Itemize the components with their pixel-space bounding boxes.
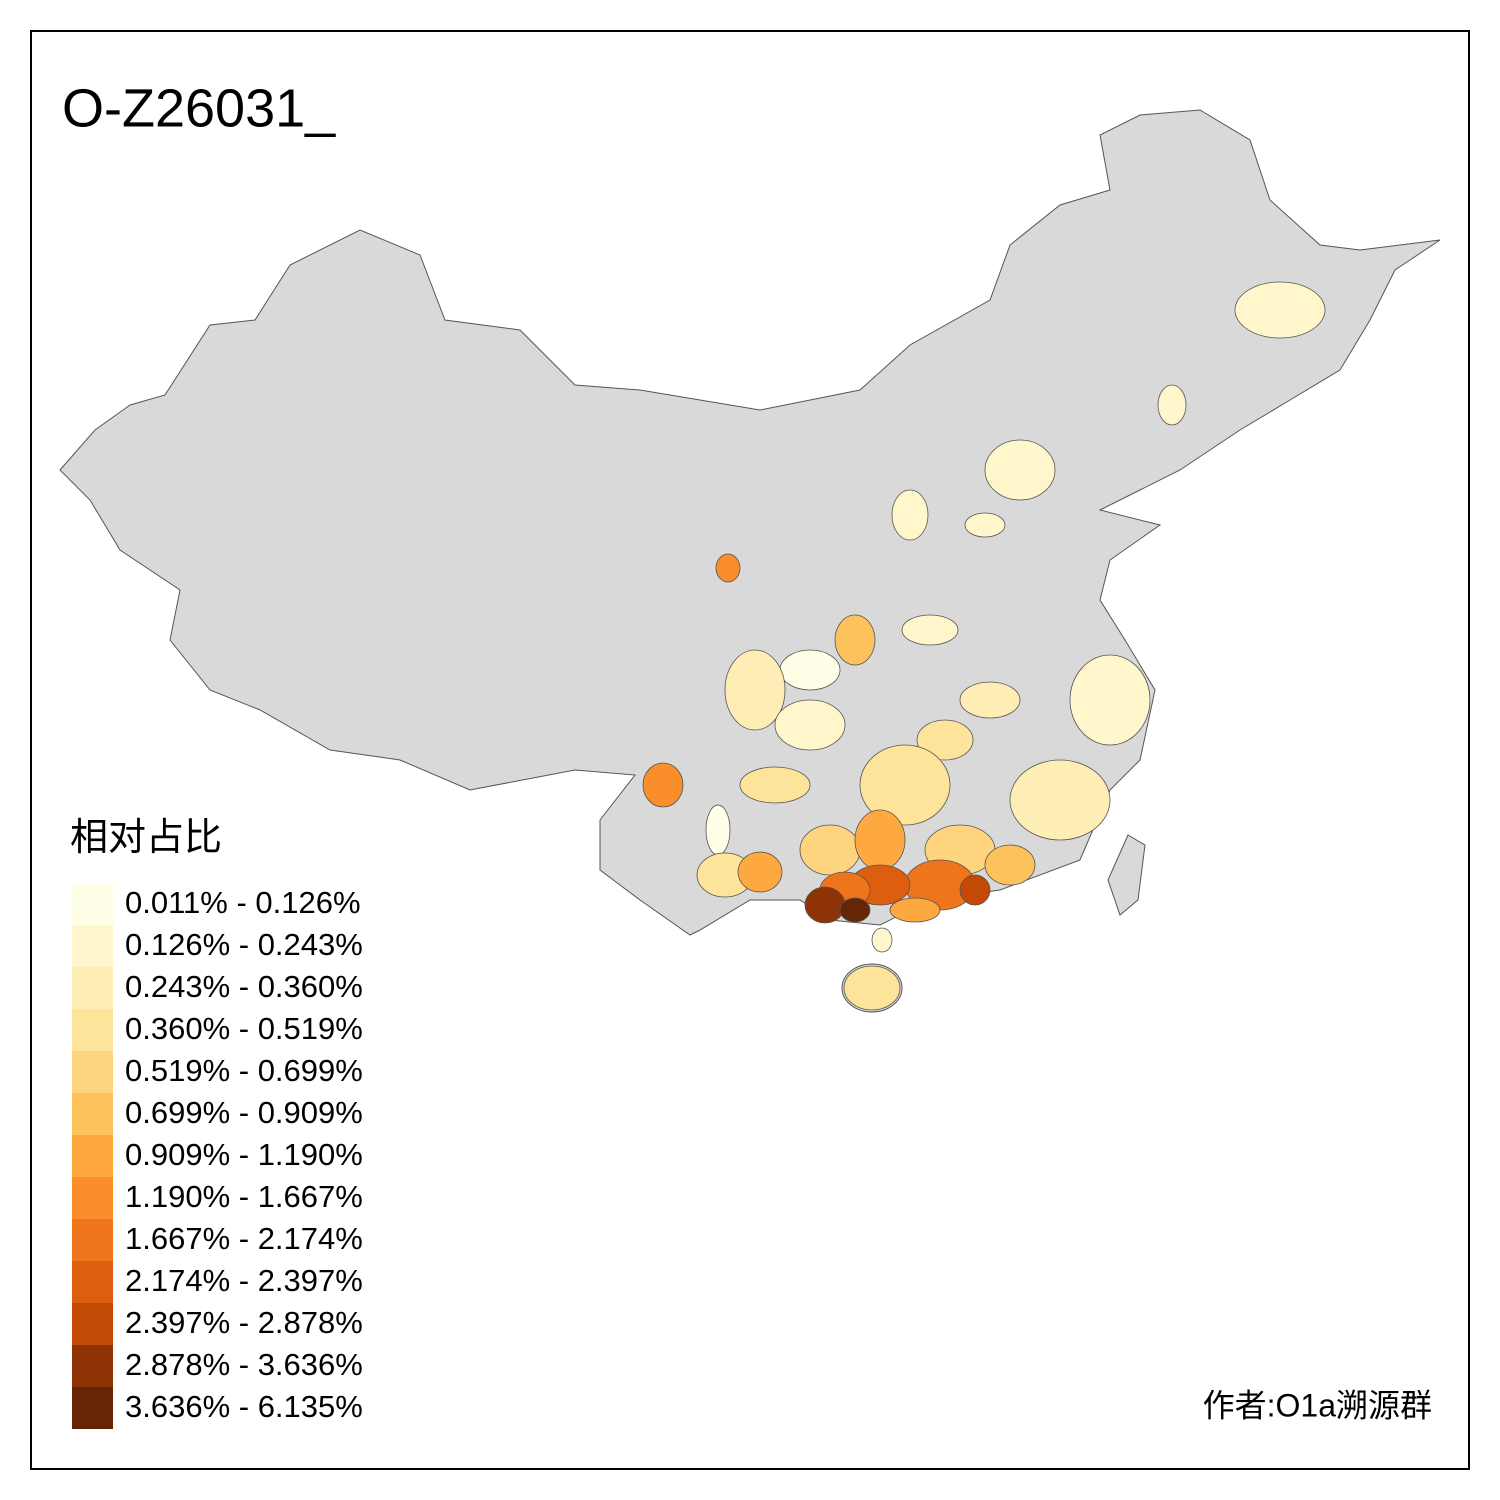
legend-swatch xyxy=(72,925,113,967)
legend-swatch xyxy=(72,1093,113,1135)
legend-label: 0.126% - 0.243% xyxy=(125,927,363,962)
island xyxy=(1107,834,1146,916)
author-credit: 作者:O1a溯源群 xyxy=(1203,1387,1432,1423)
legend-label: 0.519% - 0.699% xyxy=(125,1053,363,1088)
legend-swatch xyxy=(72,1135,113,1177)
region xyxy=(916,719,974,761)
region xyxy=(737,851,783,893)
region xyxy=(1069,654,1151,746)
region xyxy=(834,614,876,666)
legend-label: 1.667% - 2.174% xyxy=(125,1221,363,1256)
region xyxy=(901,614,959,646)
legend: 0.011% - 0.126% 0.126% - 0.243% 0.243% - 0… xyxy=(72,883,363,1429)
region xyxy=(705,804,731,856)
legend-label: 1.190% - 1.667% xyxy=(125,1179,363,1214)
region xyxy=(724,649,786,731)
regions xyxy=(642,281,1326,1011)
legend-swatch xyxy=(72,1261,113,1303)
legend-label: 2.397% - 2.878% xyxy=(125,1305,363,1340)
region xyxy=(1157,384,1187,426)
region xyxy=(964,512,1006,538)
legend-label: 2.174% - 2.397% xyxy=(125,1263,363,1298)
region xyxy=(959,681,1021,719)
region xyxy=(984,439,1056,501)
region xyxy=(642,762,684,808)
region xyxy=(984,844,1036,886)
region xyxy=(843,965,901,1011)
legend-swatch xyxy=(72,1009,113,1051)
legend-label: 2.878% - 3.636% xyxy=(125,1347,363,1382)
legend-label: 0.699% - 0.909% xyxy=(125,1095,363,1130)
legend-swatch xyxy=(72,1219,113,1261)
legend-label: 3.636% - 6.135% xyxy=(125,1389,363,1424)
region xyxy=(1234,281,1326,339)
legend-swatch xyxy=(72,967,113,1009)
legend-label: 0.243% - 0.360% xyxy=(125,969,363,1004)
map-title: O-Z26031_ xyxy=(62,78,336,138)
region xyxy=(859,744,951,826)
region xyxy=(891,489,929,541)
region xyxy=(1009,759,1111,841)
legend-label: 0.909% - 1.190% xyxy=(125,1137,363,1172)
legend-swatch xyxy=(72,883,113,925)
legend-label: 0.011% - 0.126% xyxy=(125,885,361,920)
region xyxy=(959,874,991,906)
region xyxy=(854,809,906,871)
region xyxy=(799,824,861,876)
legend-swatch xyxy=(72,1345,113,1387)
legend-swatch xyxy=(72,1051,113,1093)
region xyxy=(889,897,941,923)
region xyxy=(779,649,841,691)
region xyxy=(715,553,741,583)
legend-swatch xyxy=(72,1177,113,1219)
legend-title: 相对占比 xyxy=(70,817,222,859)
region xyxy=(839,897,871,923)
legend-swatch xyxy=(72,1387,113,1429)
region xyxy=(739,766,811,804)
legend-label: 0.360% - 0.519% xyxy=(125,1011,363,1046)
region xyxy=(871,927,893,953)
legend-swatch xyxy=(72,1303,113,1345)
region xyxy=(774,699,846,751)
region xyxy=(804,886,846,924)
